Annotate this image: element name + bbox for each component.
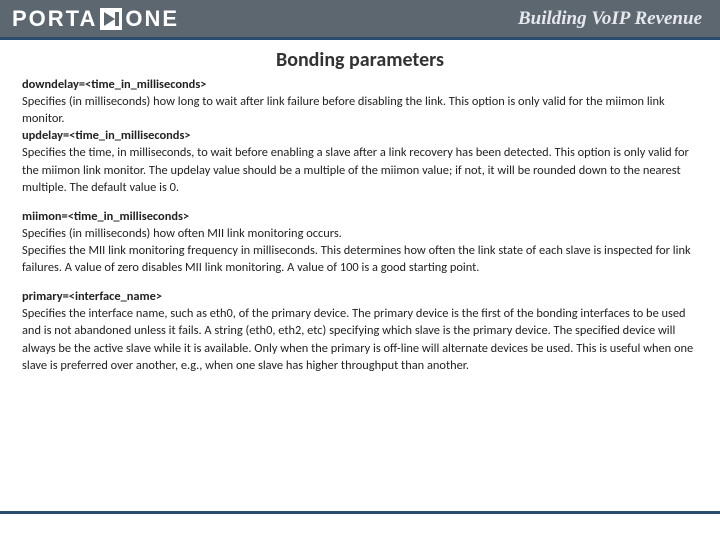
slide-content: downdelay=<time_in_milliseconds> Specifi… xyxy=(22,76,698,374)
header-tagline: Building VoIP Revenue xyxy=(518,8,702,30)
slide-body: Bonding parameters downdelay=<time_in_mi… xyxy=(0,40,720,374)
param-block: updelay=<time_in_milliseconds> Specifies… xyxy=(22,127,698,195)
slide-title: Bonding parameters xyxy=(22,48,698,72)
logo-text-right: ONE xyxy=(125,6,179,32)
param-block: primary=<interface_name> Specifies the i… xyxy=(22,288,698,374)
param-desc: Specifies (in milliseconds) how long to … xyxy=(22,94,665,126)
logo-arrow-icon xyxy=(100,8,122,30)
param-block: miimon=<time_in_milliseconds> Specifies … xyxy=(22,208,698,276)
param-name: downdelay=<time_in_milliseconds> xyxy=(22,77,206,92)
param-desc: Specifies the time, in milliseconds, to … xyxy=(22,145,689,194)
param-desc: Specifies (in milliseconds) how often MI… xyxy=(22,226,691,275)
param-name: updelay=<time_in_milliseconds> xyxy=(22,128,191,143)
footer-rule xyxy=(0,511,720,514)
param-block: downdelay=<time_in_milliseconds> Specifi… xyxy=(22,76,698,127)
param-desc: Specifies the interface name, such as et… xyxy=(22,306,693,372)
param-name: primary=<interface_name> xyxy=(22,289,162,304)
header-bar: PORTA ONE Building VoIP Revenue xyxy=(0,0,720,40)
logo-text-left: PORTA xyxy=(12,6,97,32)
logo: PORTA ONE xyxy=(12,6,179,32)
param-name: miimon=<time_in_milliseconds> xyxy=(22,209,189,224)
